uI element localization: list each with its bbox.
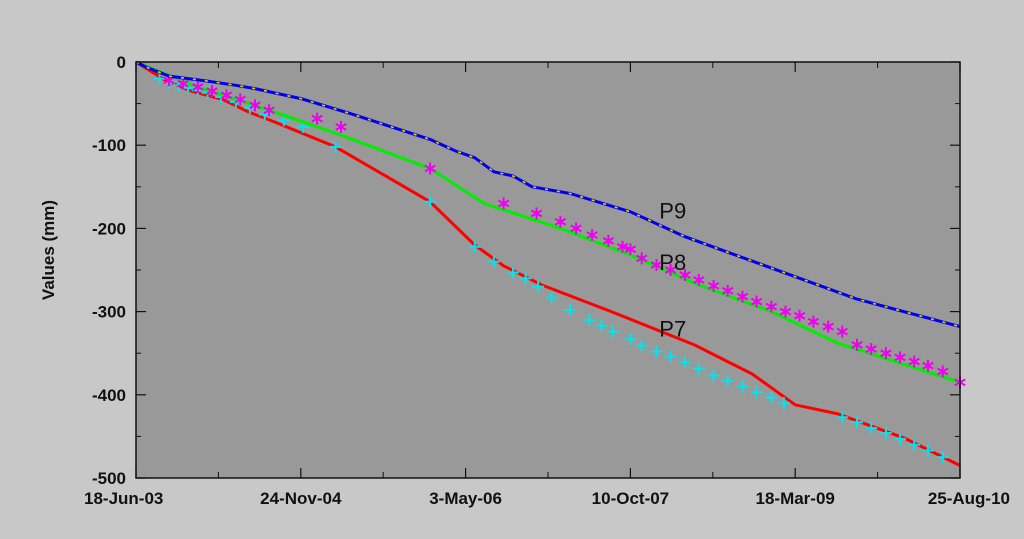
marker-p7	[635, 339, 648, 352]
marker-p7	[921, 444, 934, 457]
marker-p7	[583, 313, 596, 326]
series-label-p8: P8	[659, 250, 686, 275]
marker-p8	[554, 215, 567, 228]
marker-p7	[664, 350, 677, 363]
marker-p8	[616, 240, 629, 253]
y-tick-label: -500	[92, 469, 126, 488]
x-tick-label: 18-Mar-09	[756, 489, 835, 508]
marker-p8	[922, 359, 934, 372]
marker-p7	[329, 140, 342, 153]
marker-p7	[487, 255, 500, 268]
series-line-p7	[135, 60, 961, 467]
marker-p8	[650, 259, 663, 272]
marker-p8	[602, 234, 615, 247]
marker-p7	[595, 319, 608, 332]
marker-p8	[736, 290, 749, 303]
marker-p8	[779, 305, 792, 318]
marker-p8	[586, 229, 598, 242]
marker-p7	[851, 416, 864, 429]
marker-p8	[335, 120, 347, 133]
marker-p8	[249, 99, 261, 112]
series-line-p9	[135, 60, 961, 329]
series-layer	[135, 60, 966, 467]
marker-p8	[807, 315, 820, 328]
marker-p7	[624, 333, 637, 346]
marker-p8	[707, 279, 720, 292]
marker-p8	[570, 222, 582, 235]
marker-p8	[624, 243, 637, 256]
marker-p8	[937, 365, 949, 378]
marker-p8	[497, 197, 510, 210]
marker-p7	[532, 280, 545, 293]
marker-p7	[545, 291, 558, 304]
marker-p7	[894, 432, 907, 445]
marker-p8	[880, 347, 892, 360]
plot-frame	[135, 61, 961, 479]
marker-p8	[822, 320, 834, 333]
marker-p8	[836, 325, 848, 338]
marker-p8	[865, 343, 877, 356]
marker-p8	[311, 112, 323, 125]
marker-p7	[692, 363, 705, 376]
marker-p8	[793, 309, 806, 322]
marker-p8	[693, 273, 705, 286]
plot-area	[136, 62, 960, 478]
y-tick-label: -100	[92, 136, 126, 155]
marker-p8	[679, 268, 691, 281]
x-tick-label: 24-Nov-04	[260, 489, 342, 508]
x-tick-label: 18-Jun-03	[84, 489, 163, 508]
marker-p7	[153, 72, 166, 85]
marker-p7	[879, 427, 892, 440]
y-tick-label: -200	[92, 219, 126, 238]
marker-p8	[722, 284, 734, 297]
marker-p7	[519, 272, 532, 285]
marker-p8	[424, 162, 436, 175]
marker-p8	[908, 355, 920, 368]
marker-p8	[750, 295, 763, 308]
marker-p7	[777, 397, 790, 410]
marker-p7	[750, 386, 763, 399]
y-tick-label: -300	[92, 303, 126, 322]
marker-p7	[650, 345, 663, 358]
marker-p7	[679, 356, 692, 369]
series-label-p7: P7	[659, 317, 686, 342]
marker-p8	[664, 264, 677, 276]
marker-p7	[424, 195, 437, 208]
annotations: P9 P8 P7	[659, 198, 686, 341]
marker-p8	[192, 80, 204, 93]
marker-p7	[908, 438, 921, 451]
series-line-p8	[135, 60, 961, 384]
marker-p8	[851, 338, 863, 351]
marker-p8	[530, 207, 543, 220]
y-tick-label: 0	[117, 53, 126, 72]
x-tick-label: 25-Aug-10	[928, 489, 1010, 508]
marker-p8	[220, 89, 233, 102]
marker-p7	[836, 411, 849, 424]
y-tick-label: -400	[92, 386, 126, 405]
marker-p7	[865, 422, 878, 435]
marker-p8	[177, 77, 189, 90]
marker-p7	[468, 240, 481, 253]
marker-p8	[894, 351, 906, 364]
marker-p7	[506, 266, 519, 279]
series-label-p9: P9	[659, 198, 686, 223]
marker-p8	[206, 85, 218, 98]
marker-p7	[606, 325, 619, 338]
marker-p7	[765, 391, 778, 404]
marker-p7	[736, 380, 749, 393]
x-tick-label: 3-May-06	[429, 489, 502, 508]
marker-p8	[263, 104, 275, 117]
marker-p8	[636, 252, 648, 265]
y-axis-title: Values (mm)	[39, 200, 58, 300]
marker-p8	[765, 300, 778, 313]
marker-p7	[936, 451, 949, 464]
marker-p7	[564, 303, 577, 316]
marker-p7	[721, 374, 734, 387]
marker-p8	[234, 93, 246, 106]
x-tick-label: 10-Oct-07	[592, 489, 669, 508]
marker-p7	[707, 369, 720, 382]
